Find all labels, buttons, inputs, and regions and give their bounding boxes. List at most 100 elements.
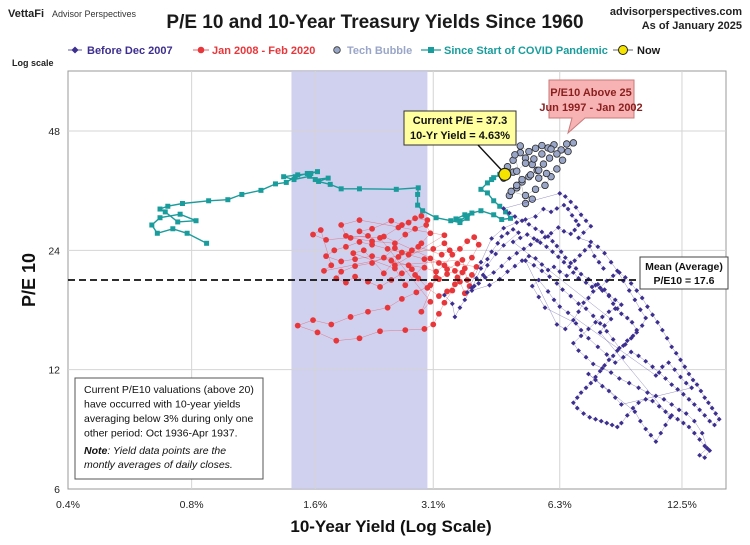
point-jan2008	[471, 234, 478, 241]
point-jan2008	[421, 256, 428, 263]
point-covid	[478, 186, 484, 192]
point-jan2008	[459, 257, 466, 263]
point-covid	[291, 177, 297, 183]
point-before2007	[524, 232, 530, 237]
point-jan2008	[391, 240, 398, 247]
point-jan2008	[449, 251, 456, 258]
point-tech	[542, 169, 551, 178]
point-jan2008	[377, 284, 383, 290]
point-jan2008	[469, 272, 475, 278]
point-tech	[511, 151, 519, 159]
point-jan2008	[423, 222, 430, 228]
point-before2007	[551, 297, 557, 303]
point-jan2008	[343, 243, 349, 250]
point-before2007	[626, 288, 632, 293]
point-jan2008	[398, 222, 405, 228]
point-before2007	[587, 414, 593, 420]
point-tech	[562, 140, 571, 148]
point-before2007	[544, 244, 549, 250]
point-covid	[469, 210, 475, 216]
point-jan2008	[475, 241, 482, 248]
point-before2007	[545, 267, 551, 273]
point-covid	[356, 186, 362, 192]
now-marker	[498, 167, 512, 181]
x-tick-label: 1.6%	[303, 499, 327, 511]
point-before2007	[648, 432, 654, 438]
point-covid	[170, 226, 176, 232]
point-covid	[239, 191, 245, 197]
point-jan2008	[294, 322, 301, 329]
point-jan2008	[405, 219, 412, 226]
point-jan2008	[369, 253, 375, 260]
point-before2007	[452, 314, 458, 320]
y-tick-label: 12	[48, 365, 60, 377]
point-before2007	[516, 230, 521, 236]
point-jan2008	[391, 262, 398, 269]
point-jan2008	[380, 270, 387, 277]
point-before2007	[550, 238, 555, 244]
series-line-before2007	[444, 193, 720, 458]
point-covid	[491, 212, 497, 218]
point-jan2008	[369, 260, 375, 266]
x-axis-ticks: 0.4% 0.8% 1.6% 3.1% 6.3% 12.5%	[56, 499, 697, 511]
point-jan2008	[454, 260, 461, 267]
point-before2007	[629, 319, 635, 325]
current-pe-label: Current P/E = 37.3	[413, 115, 507, 127]
point-before2007	[702, 455, 708, 461]
point-before2007	[702, 395, 708, 401]
point-before2007	[618, 402, 624, 407]
point-jan2008	[418, 308, 425, 315]
point-before2007	[610, 273, 616, 279]
x-tick-label: 3.1%	[421, 499, 445, 511]
point-tech	[547, 145, 555, 153]
point-covid	[162, 209, 168, 215]
point-before2007	[562, 194, 568, 199]
site-url[interactable]: advisorperspectives.com	[610, 6, 742, 18]
point-before2007	[616, 345, 622, 351]
point-before2007	[562, 255, 568, 261]
point-before2007	[675, 386, 681, 392]
point-covid	[325, 175, 331, 181]
point-before2007	[578, 333, 584, 339]
point-jan2008	[413, 289, 420, 296]
point-before2007	[643, 358, 649, 364]
point-before2007	[539, 268, 545, 274]
as-of-date: As of January 2025	[642, 20, 742, 32]
point-jan2008	[310, 317, 316, 324]
point-before2007	[583, 354, 589, 360]
point-jan2008	[412, 225, 418, 232]
point-jan2008	[365, 308, 371, 315]
legend-marker-before2007	[71, 46, 79, 54]
point-before2007	[566, 264, 572, 270]
point-jan2008	[444, 271, 450, 278]
point-before2007	[499, 234, 505, 239]
point-before2007	[709, 405, 715, 411]
point-before2007	[612, 395, 618, 401]
point-before2007	[599, 314, 605, 320]
series-jan2008	[294, 213, 482, 344]
point-jan2008	[469, 254, 475, 261]
point-covid	[338, 186, 344, 192]
point-jan2008	[421, 264, 428, 271]
point-jan2008	[314, 329, 321, 336]
x-tick-label: 6.3%	[548, 499, 572, 511]
current-yield-label: 10-Yr Yield = 4.63%	[410, 130, 510, 142]
point-jan2008	[398, 270, 405, 277]
note-label: Note	[84, 445, 107, 457]
point-covid	[464, 215, 470, 221]
point-covid	[457, 218, 463, 224]
point-jan2008	[444, 288, 450, 295]
point-jan2008	[317, 227, 324, 233]
point-covid	[503, 209, 509, 215]
point-covid	[179, 200, 185, 206]
point-before2007	[586, 335, 591, 341]
point-before2007	[548, 230, 554, 236]
point-before2007	[618, 311, 624, 317]
point-covid	[204, 240, 210, 246]
point-before2007	[606, 309, 612, 315]
point-covid	[165, 203, 171, 209]
legend-item-before2007: Before Dec 2007	[68, 45, 173, 57]
point-jan2008	[418, 213, 425, 219]
point-jan2008	[438, 251, 445, 258]
point-before2007	[568, 293, 574, 299]
